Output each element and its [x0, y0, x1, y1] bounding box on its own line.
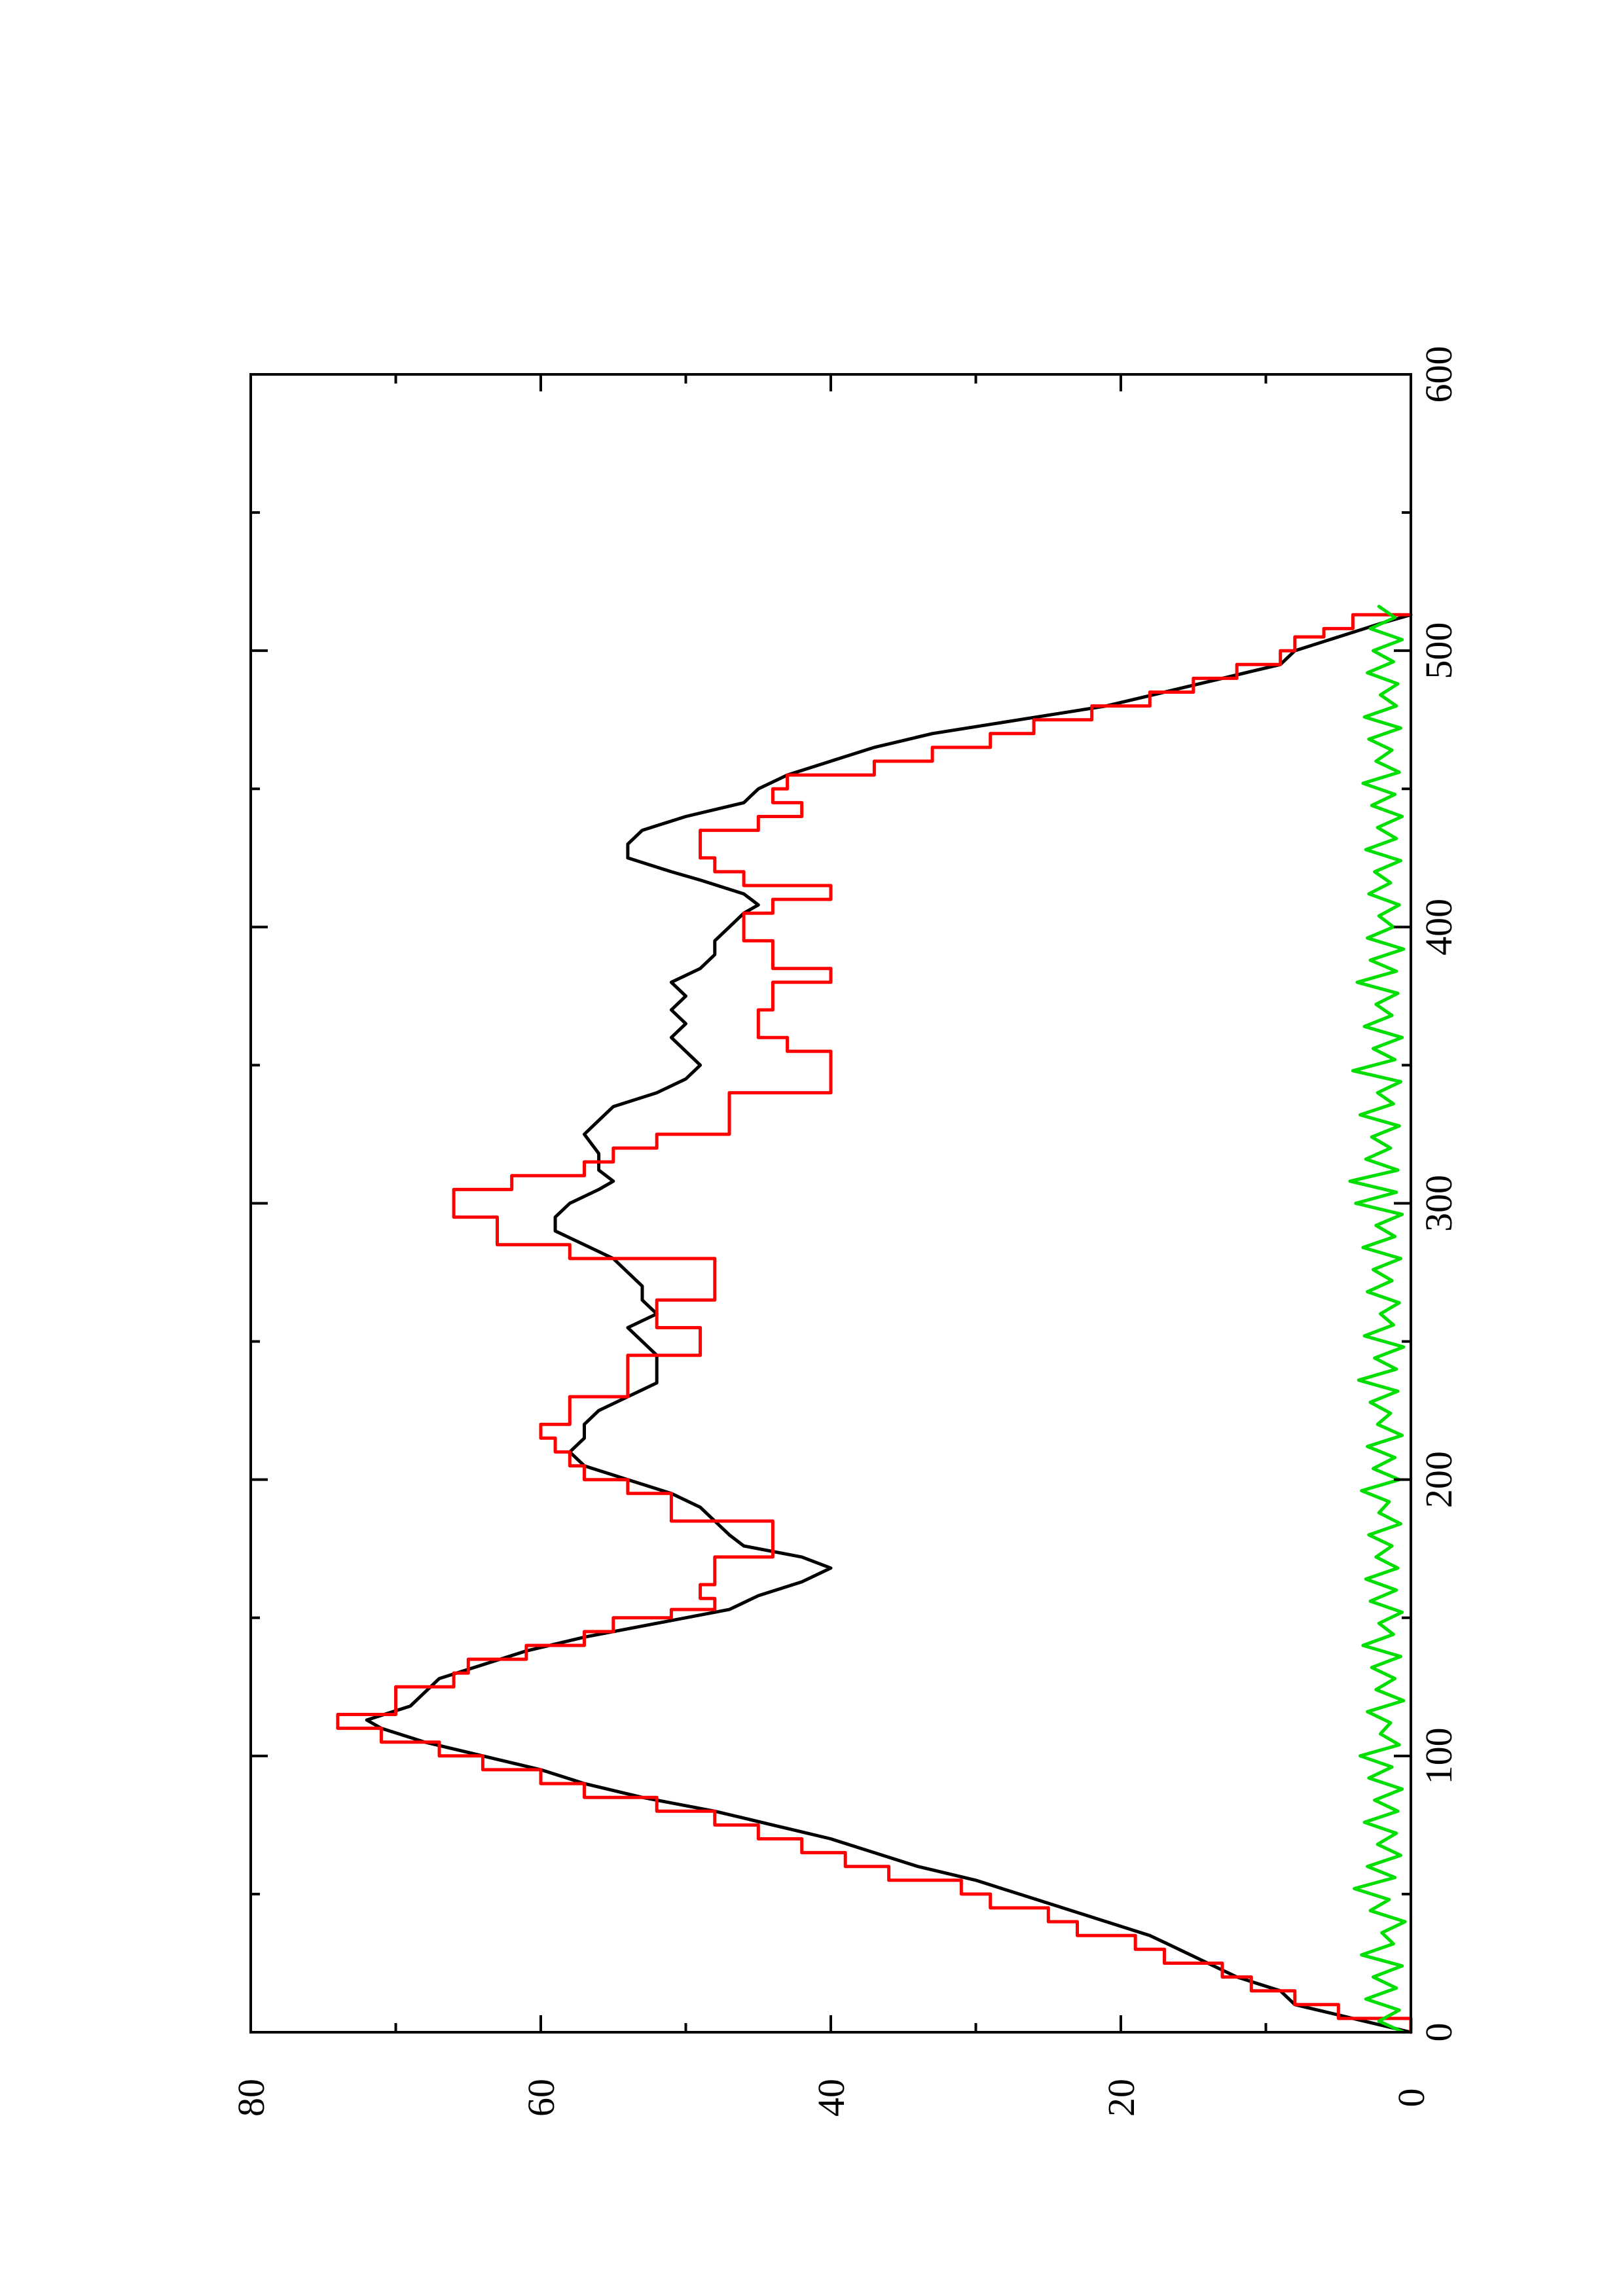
x-tick-label: 300	[1417, 1175, 1460, 1232]
x-tick-label: 100	[1417, 1727, 1460, 1784]
x-tick-label: 400	[1417, 899, 1460, 956]
series-line-3	[1348, 605, 1407, 2034]
x-tick-label: 600	[1417, 346, 1460, 403]
series-line-1	[365, 613, 1413, 2034]
tick-label-layer: 0 100 200 300 400 500 600 0 20 40 60 80	[230, 346, 1460, 2117]
y-tick-label: 40	[810, 2079, 852, 2117]
y-tick-label: 0	[1390, 2089, 1432, 2108]
y-tick-label: 80	[230, 2079, 272, 2117]
series-line-2	[336, 613, 1413, 2034]
x-tick-label: 200	[1417, 1451, 1460, 1508]
y-tick-label: 60	[520, 2079, 562, 2117]
y-tick-label: 20	[1100, 2079, 1142, 2117]
series-layer	[336, 605, 1413, 2034]
x-tick-label: 0	[1417, 2023, 1460, 2042]
tick-layer	[249, 373, 1412, 2034]
x-tick-label: 500	[1417, 622, 1460, 679]
